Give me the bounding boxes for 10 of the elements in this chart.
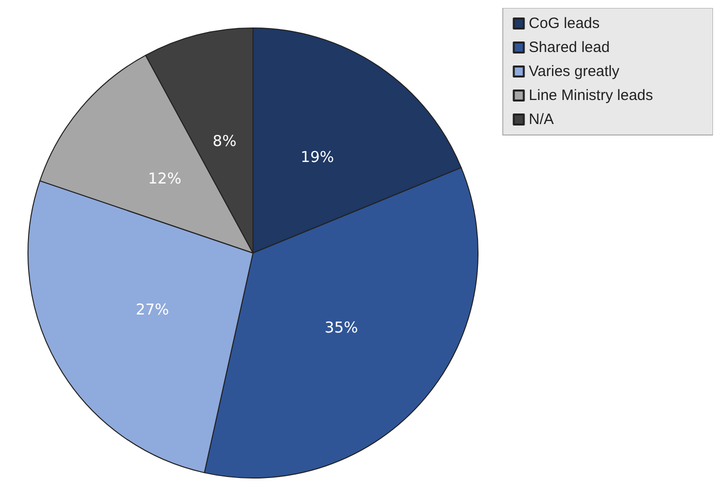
legend-label: CoG leads (528, 15, 600, 32)
legend-label: N/A (528, 111, 554, 128)
data-label: 12% (148, 170, 182, 188)
data-label: 27% (136, 300, 170, 319)
legend-label: Shared lead (528, 39, 610, 56)
legend-label: Varies greatly (528, 63, 620, 80)
data-label: 8% (212, 132, 236, 150)
legend-label: Line Ministry leads (528, 87, 653, 104)
data-label: 19% (300, 148, 334, 166)
data-label: 35% (324, 318, 358, 336)
